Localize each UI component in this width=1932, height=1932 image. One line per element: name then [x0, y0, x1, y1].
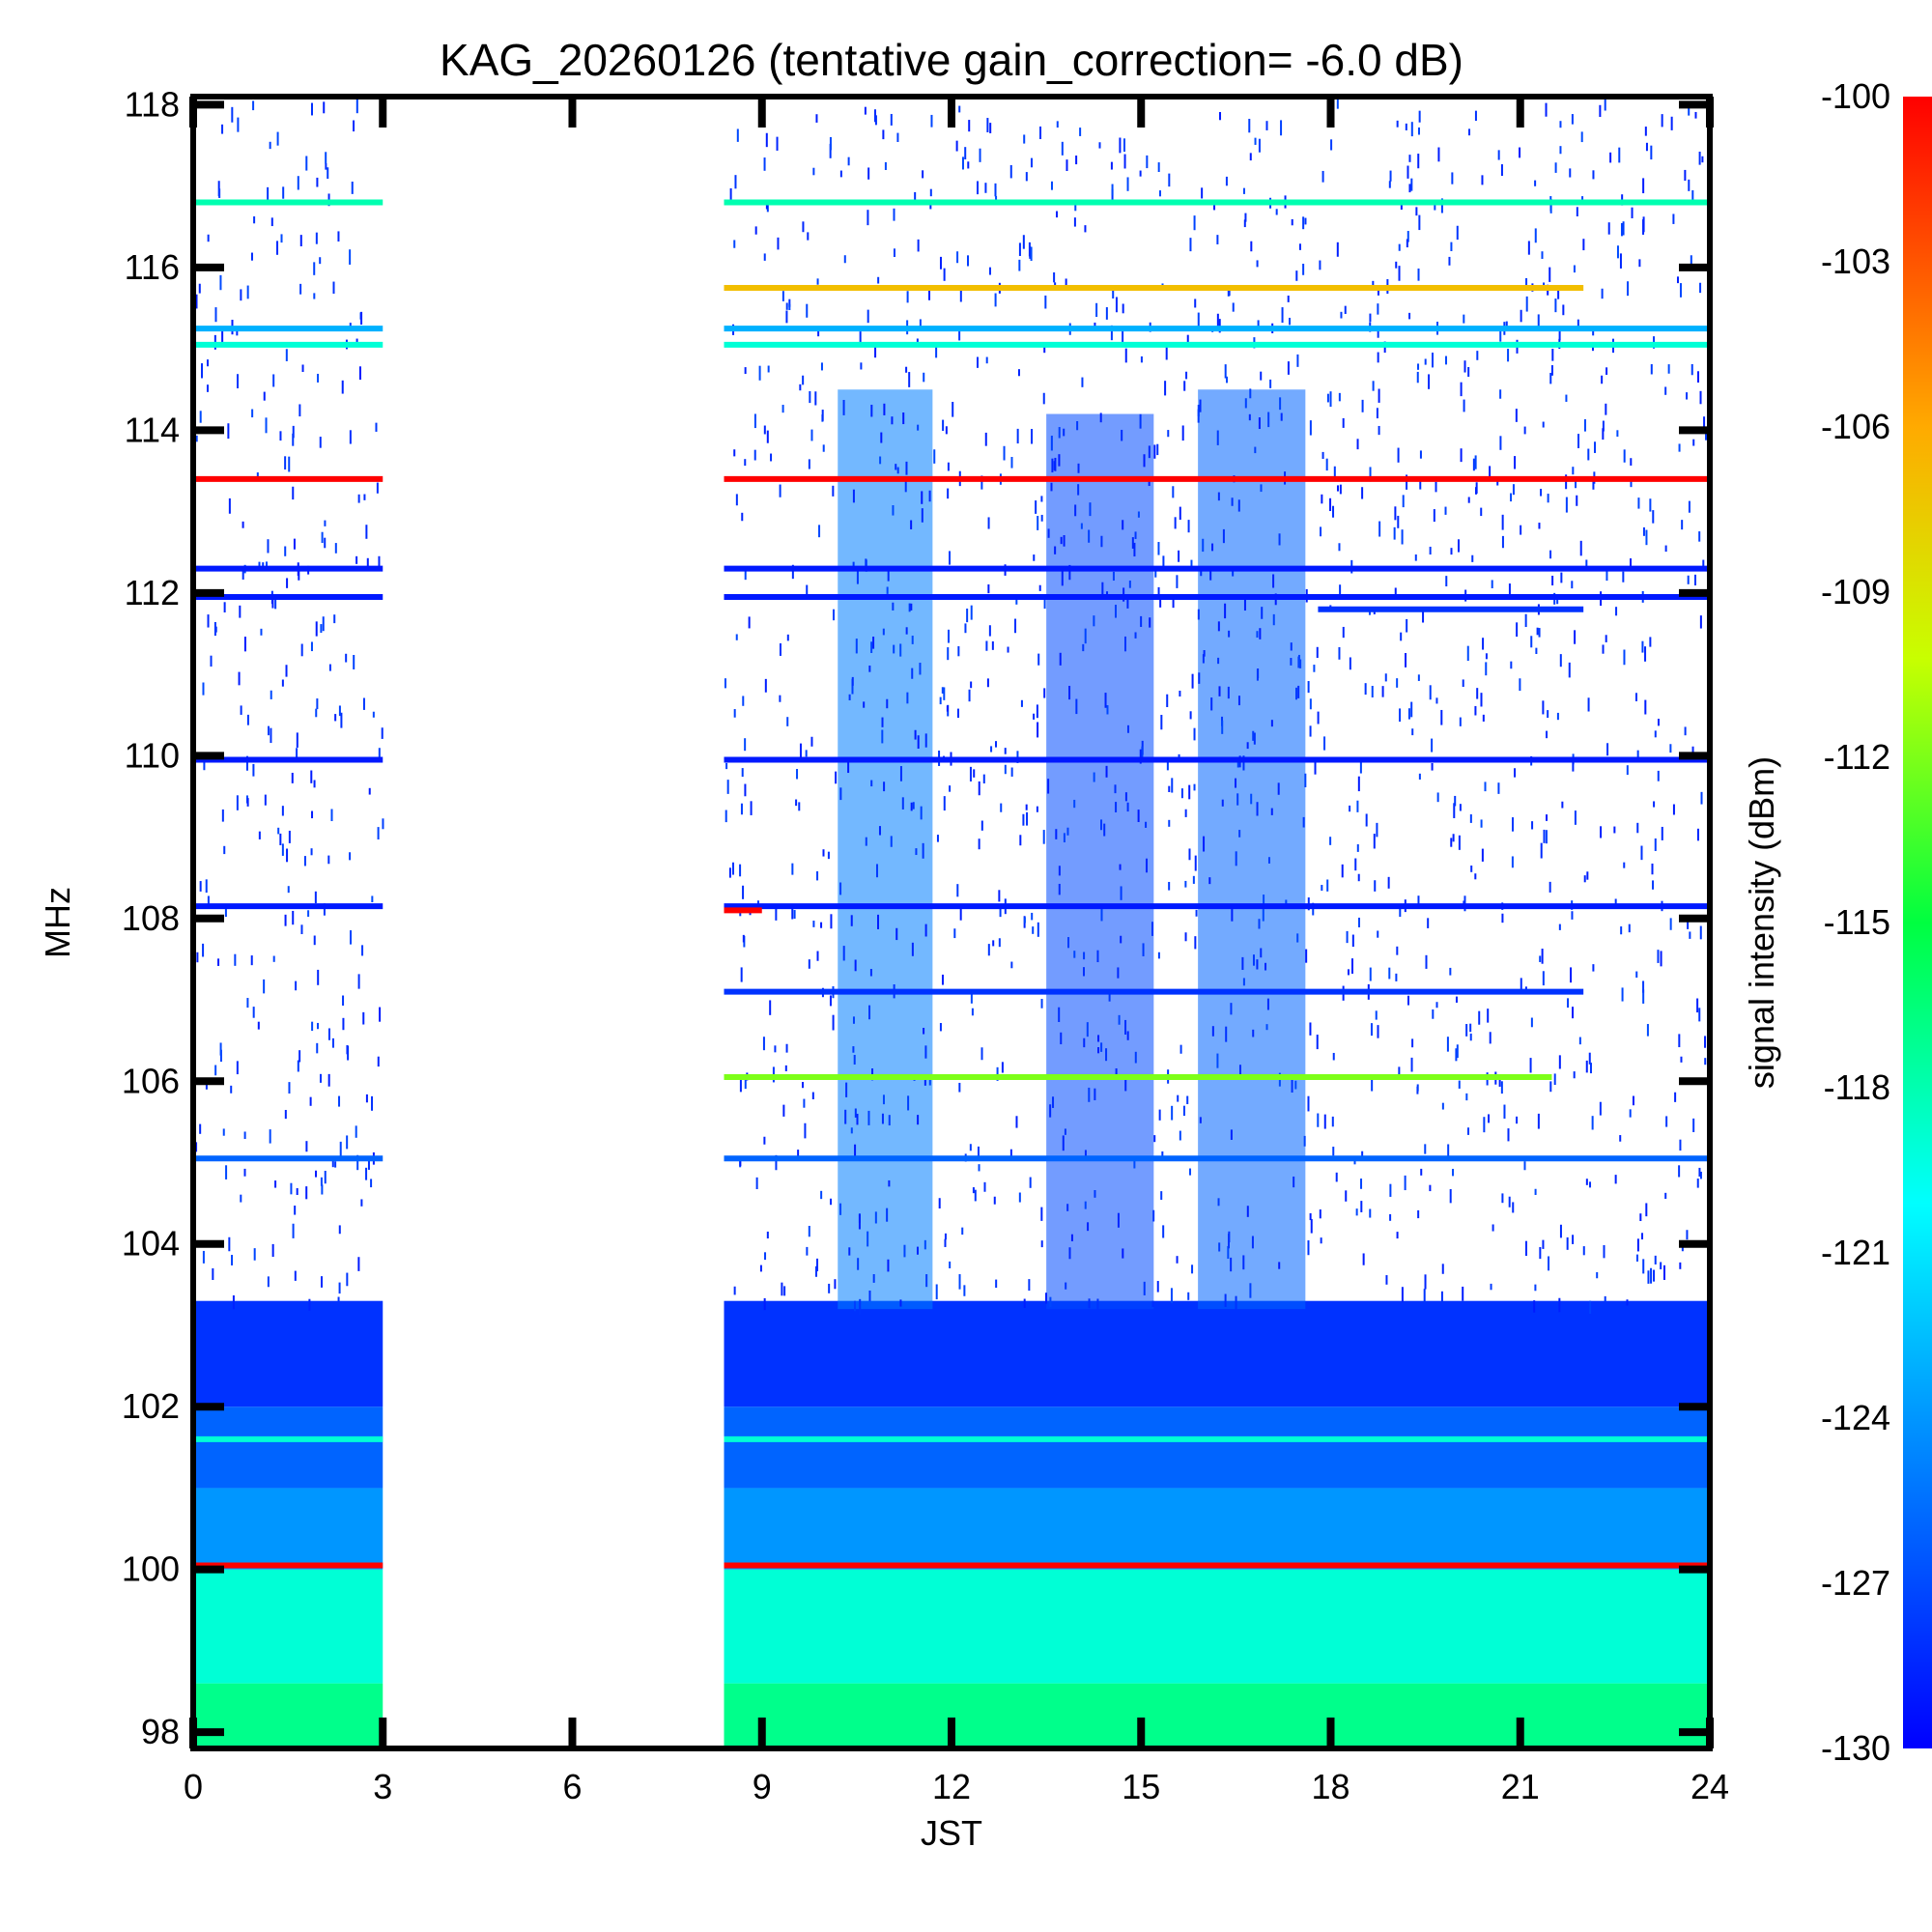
intensity-band: [724, 1569, 1710, 1684]
intensity-band: [193, 1406, 384, 1489]
y-tick-label: 114: [125, 410, 180, 449]
x-axis: 0 3 6 9 12 15 18 21 24: [184, 97, 1729, 1806]
x-tick-label: 9: [753, 1767, 772, 1806]
intensity-band: [193, 1488, 384, 1570]
y-tick-label: 112: [125, 573, 180, 612]
colorbar-tick-label: -109: [1821, 572, 1890, 611]
y-tick-label: 102: [122, 1386, 180, 1426]
colorbar-tick-label: -118: [1824, 1067, 1890, 1107]
y-axis-title: MHz: [38, 887, 77, 958]
colorbar-tick-label: -127: [1821, 1563, 1890, 1603]
y-tick-label: 110: [125, 735, 180, 775]
y-tick-label: 118: [125, 84, 180, 124]
activity-block: [1198, 389, 1306, 1310]
colorbar-title: signal intensity (dBm): [1742, 756, 1781, 1089]
carrier-lines: [193, 199, 1710, 1569]
y-tick-label: 98: [141, 1712, 180, 1751]
y-tick-label: 106: [122, 1061, 180, 1100]
x-tick-label: 24: [1690, 1767, 1729, 1806]
y-axis: 98 100 102 104 106 108 110 112 114 116 118: [122, 84, 1710, 1751]
colorbar-tick-label: -103: [1821, 242, 1890, 281]
colorbar-tick-label: -124: [1821, 1398, 1890, 1437]
x-tick-label: 21: [1501, 1767, 1540, 1806]
intensity-band: [724, 1488, 1710, 1570]
colorbar-tick-label: -112: [1824, 737, 1890, 777]
x-tick-label: 15: [1122, 1767, 1160, 1806]
intensity-band: [724, 1406, 1710, 1489]
activity-block: [838, 389, 933, 1310]
activity-block: [1046, 413, 1154, 1310]
x-tick-label: 6: [562, 1767, 582, 1806]
intensity-band: [724, 1683, 1710, 1748]
noise-speckle: [193, 98, 1710, 1315]
colorbar-tick-label: -106: [1821, 407, 1890, 446]
intensity-band: [193, 1300, 384, 1407]
x-tick-label: 12: [932, 1767, 971, 1806]
intensity-band: [724, 1300, 1710, 1407]
y-tick-label: 116: [125, 247, 180, 287]
colorbar: [1903, 97, 1932, 1748]
x-tick-label: 3: [373, 1767, 392, 1806]
chart-title: KAG_20260126 (tentative gain_correction=…: [440, 35, 1463, 85]
colorbar-tick-label: -130: [1821, 1728, 1890, 1768]
y-tick-label: 108: [122, 898, 180, 938]
x-axis-title: JST: [921, 1813, 982, 1853]
y-tick-label: 104: [122, 1224, 180, 1264]
x-tick-label: 0: [184, 1767, 203, 1806]
intensity-band: [193, 1569, 384, 1684]
colorbar-tick-label: -115: [1824, 902, 1890, 942]
colorbar-tick-label: -100: [1821, 76, 1890, 116]
colorbar-ticks: -100 -103 -106 -109 -112 -115 -118 -121 -124 -127…: [1821, 76, 1890, 1768]
colorbar-tick-label: -121: [1821, 1233, 1890, 1272]
intensity-band: [193, 1683, 384, 1748]
x-tick-label: 18: [1311, 1767, 1350, 1806]
y-tick-label: 100: [122, 1549, 180, 1589]
